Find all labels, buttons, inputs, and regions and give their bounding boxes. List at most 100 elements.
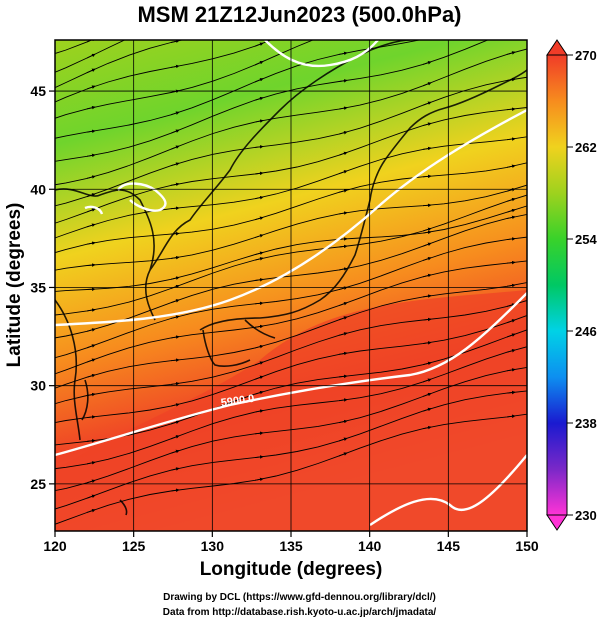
x-tick-label: 150 <box>515 538 539 554</box>
wind-arrow <box>86 438 96 443</box>
streamline <box>55 205 527 292</box>
wind-arrow <box>86 105 96 110</box>
wind-arrow <box>422 273 432 278</box>
streamline <box>55 329 527 446</box>
wind-streamlines <box>55 0 527 525</box>
contour-label: 5900.0 <box>220 393 255 410</box>
streamline <box>55 40 184 89</box>
streamline <box>55 236 527 359</box>
wind-arrow <box>422 146 432 151</box>
wind-arrow <box>254 409 264 413</box>
streamline <box>55 213 527 339</box>
x-tick-label: 145 <box>437 538 461 554</box>
wind-arrow <box>506 333 516 338</box>
height-contours <box>55 40 527 526</box>
wind-arrow <box>170 315 180 319</box>
wind-arrow <box>86 392 96 397</box>
wind-arrow <box>338 437 348 442</box>
wind-arrow <box>506 319 516 324</box>
wind-arrow <box>86 479 96 484</box>
wind-arrow <box>338 51 348 56</box>
wind-arrow <box>254 277 264 282</box>
wind-arrow <box>423 10 431 11</box>
wind-arrow <box>254 375 264 380</box>
wind-arrow <box>338 244 348 249</box>
wind-arrow <box>254 301 264 306</box>
wind-arrow <box>86 53 96 59</box>
x-axis-label: Longitude (degrees) <box>200 559 383 580</box>
streamline <box>55 40 422 139</box>
streamline <box>55 282 527 389</box>
wind-arrow <box>507 8 515 11</box>
wind-arrow <box>422 317 432 322</box>
colorbar-tick-label: 270 <box>575 48 597 63</box>
wind-arrow <box>506 283 516 288</box>
colorbar-tick-label: 230 <box>575 508 597 523</box>
x-tick-label: 120 <box>43 538 67 554</box>
wind-arrow <box>254 344 264 349</box>
wind-arrow <box>422 378 432 383</box>
wind-arrow <box>170 420 180 425</box>
wind-arrow <box>339 28 347 31</box>
temperature-field: 5900.0 <box>55 0 527 531</box>
wind-arrow <box>170 40 180 43</box>
wind-arrow <box>86 373 96 378</box>
wind-arrow <box>170 255 180 260</box>
wind-arrow <box>338 332 348 336</box>
wind-arrow <box>506 349 516 353</box>
wind-arrow <box>422 61 432 65</box>
wind-arrow <box>170 276 180 280</box>
wind-arrow <box>171 0 179 2</box>
wind-arrow <box>170 335 180 339</box>
colorbar-tick-label: 238 <box>575 416 597 431</box>
wind-arrow <box>170 231 180 236</box>
wind-arrow <box>254 195 264 200</box>
wind-arrow <box>506 390 516 395</box>
credit-line-2: Data from http://database.rish.kyoto-u.a… <box>162 607 437 618</box>
wind-arrow <box>86 461 96 465</box>
wind-arrow <box>86 153 96 158</box>
wind-arrow <box>422 203 432 208</box>
y-tick-label: 25 <box>30 476 46 492</box>
wind-arrow <box>86 494 96 499</box>
x-axis-ticks: 120 125 130 135 140 145 150 <box>43 531 539 554</box>
wind-arrow <box>86 85 96 90</box>
wind-arrow <box>338 211 348 215</box>
wind-arrow <box>86 129 96 134</box>
y-axis-ticks: 25 30 35 40 45 <box>30 83 55 492</box>
wind-arrow <box>254 455 264 459</box>
wind-arrow <box>86 175 96 179</box>
chart-title: MSM 21Z12Jun2023 (500.0hPa) <box>137 2 462 27</box>
wind-arrow <box>507 29 515 32</box>
wind-arrow <box>422 227 432 232</box>
streamline <box>55 390 527 510</box>
streamline <box>55 40 315 119</box>
wind-arrow <box>170 467 180 471</box>
streamline <box>55 413 527 525</box>
wind-arrow <box>422 361 432 366</box>
colorbar-body <box>546 54 568 516</box>
wind-arrow <box>254 234 264 238</box>
wind-arrow <box>422 407 432 412</box>
wind-arrow <box>86 223 96 228</box>
wind-arrow <box>506 137 516 141</box>
wind-arrow <box>338 452 348 457</box>
wind-arrow <box>338 106 348 110</box>
wind-arrow <box>170 403 180 407</box>
wind-arrow <box>170 162 180 167</box>
wind-arrow <box>171 18 179 21</box>
wind-arrow <box>506 51 516 55</box>
wind-arrow <box>254 390 264 395</box>
y-tick-label: 45 <box>30 83 46 99</box>
streamline <box>55 184 527 271</box>
wind-arrow <box>506 414 516 419</box>
wind-arrow <box>170 299 180 304</box>
wind-arrow <box>86 208 96 213</box>
wind-arrow <box>86 241 96 245</box>
wind-arrow <box>254 145 264 149</box>
streamline <box>55 162 527 254</box>
wind-arrow <box>254 171 264 176</box>
wind-arrow <box>86 328 96 332</box>
y-tick-label: 40 <box>30 181 46 197</box>
